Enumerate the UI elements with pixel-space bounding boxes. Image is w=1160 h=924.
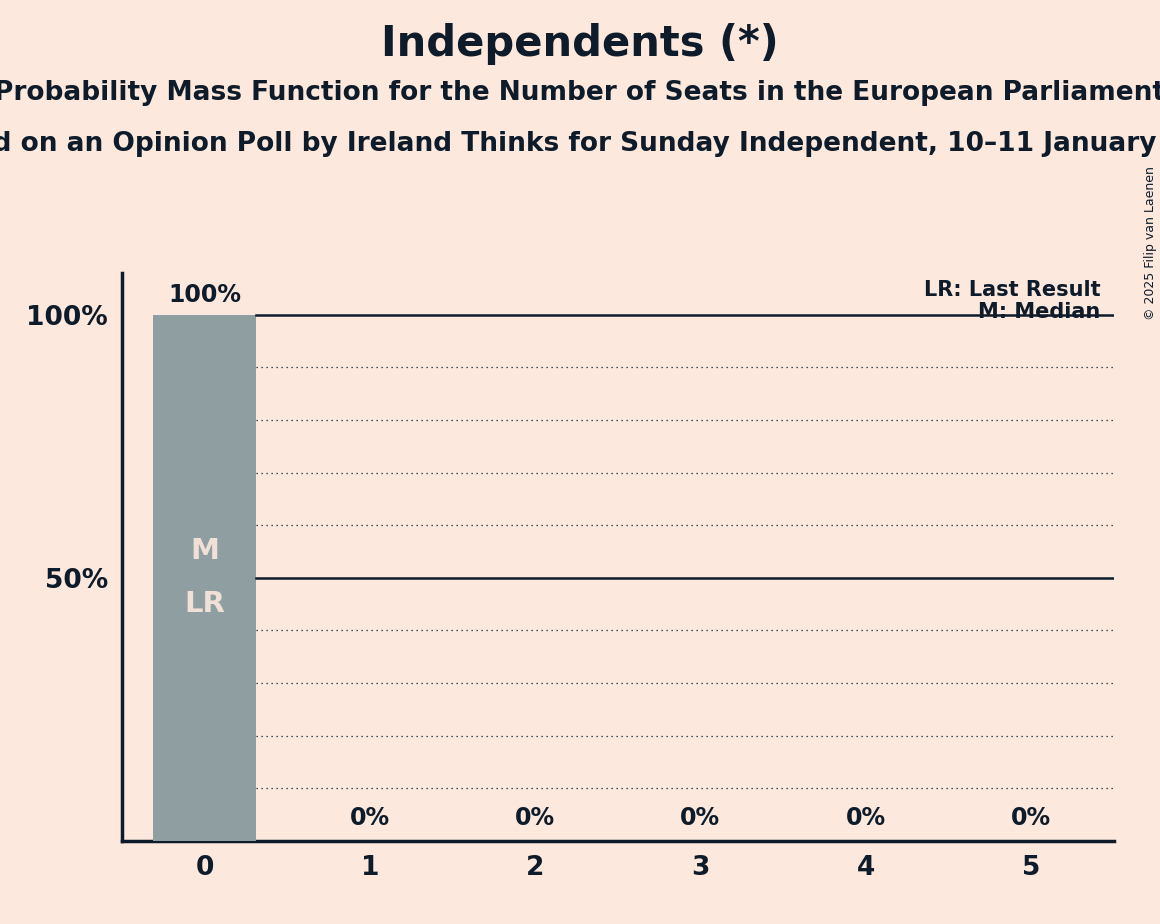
- Text: Independents (*): Independents (*): [382, 23, 778, 65]
- Text: Based on an Opinion Poll by Ireland Thinks for Sunday Independent, 10–11 January: Based on an Opinion Poll by Ireland Thin…: [0, 131, 1160, 157]
- Text: 0%: 0%: [680, 807, 720, 831]
- Text: M: Median: M: Median: [978, 301, 1101, 322]
- Text: Probability Mass Function for the Number of Seats in the European Parliament: Probability Mass Function for the Number…: [0, 80, 1160, 106]
- Text: 0%: 0%: [1010, 807, 1051, 831]
- Text: M: M: [190, 538, 219, 565]
- Text: LR: Last Result: LR: Last Result: [923, 281, 1101, 300]
- Text: 0%: 0%: [515, 807, 556, 831]
- Text: 100%: 100%: [168, 283, 241, 307]
- Text: 0%: 0%: [846, 807, 886, 831]
- Bar: [153, 315, 255, 841]
- Text: © 2025 Filip van Laenen: © 2025 Filip van Laenen: [1144, 166, 1158, 321]
- Text: 0%: 0%: [349, 807, 390, 831]
- Text: LR: LR: [184, 590, 225, 618]
